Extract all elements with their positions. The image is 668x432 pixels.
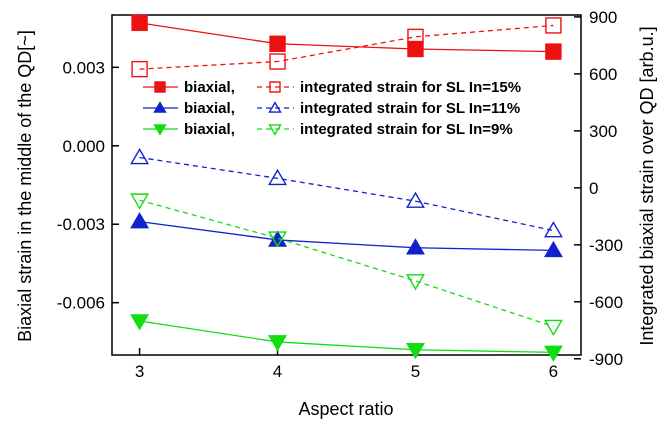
data-point [131,14,148,32]
x-tick-label: 4 [273,362,282,381]
data-point [407,40,424,58]
series-4 [130,314,563,362]
y-tick-label-right: 0 [589,179,598,198]
legend-marker-filled [154,81,166,93]
legend-marker-open [268,101,282,113]
series-2 [130,212,563,258]
data-point [543,319,563,336]
plot-frame [111,14,582,356]
data-point [543,221,563,238]
data-point [545,43,562,60]
series-1 [131,17,562,78]
series-line [139,199,554,328]
data-point [545,17,562,34]
y-tick-label-right: 600 [589,65,617,84]
y-tick-label-left: -0.003 [57,215,105,234]
legend-marker-open [269,81,281,93]
series-line [139,22,554,53]
data-point [268,335,287,352]
legend: biaxial, integrated strain for SL In=15%b… [143,79,521,138]
series-line [139,24,554,70]
legend-row-2: biaxial, integrated strain for SL In=9% [143,121,513,138]
data-point [268,231,287,248]
data-point [269,53,286,70]
x-tick-label: 6 [549,362,558,381]
legend-label-integrated: integrated strain for SL In=11% [300,100,520,117]
y-tick-label-left: -0.006 [57,294,105,313]
y-tick-label-right: -300 [589,236,623,255]
data-point [269,35,286,52]
data-point [406,274,425,291]
data-point [406,191,425,208]
data-point [406,342,425,360]
data-point [543,345,563,362]
legend-label-biaxial: biaxial, [184,79,235,96]
y-tick-label-right: 900 [589,8,617,27]
series-0 [131,14,562,60]
data-point [130,193,150,210]
legend-row-0: biaxial, integrated strain for SL In=15% [143,79,521,96]
y-axis-title-right: Integrated biaxial strain over QD [arb.u… [637,26,657,345]
y-tick-label-right: -900 [589,350,623,369]
data-point [130,147,150,165]
data-point [406,238,425,255]
x-axis-title: Aspect ratio [298,399,393,419]
legend-row-1: biaxial, integrated strain for SL In=11% [143,100,520,117]
series-line [139,156,554,232]
legend-marker-filled [153,101,167,113]
ticks: 3 4 5 6 -0.006 -0.003 0.000 0.003 -900 -600 -300 0 3… [57,8,623,381]
x-tick-label: 3 [135,362,144,381]
data-point [130,314,150,331]
data-point [130,212,150,229]
legend-marker-filled [153,124,167,136]
y-tick-label-right: 300 [589,122,617,141]
series-layer [130,14,563,362]
y-tick-label-right: -600 [589,293,623,312]
legend-label-biaxial: biaxial, [184,100,235,117]
series-3 [130,147,563,238]
legend-label-biaxial: biaxial, [184,121,235,138]
legend-marker-open [268,124,282,136]
data-point [131,60,148,78]
y-axis-title-left: Biaxial strain in the middle of the QD[~… [15,30,35,342]
data-point [268,168,287,186]
series-line [139,320,554,354]
legend-label-integrated: integrated strain for SL In=15% [300,79,521,96]
data-point [543,240,563,258]
y-tick-label-left: 0.003 [62,58,105,77]
x-tick-label: 5 [411,362,420,381]
series-5 [130,193,563,336]
data-point [407,28,424,46]
y-tick-label-left: 0.000 [62,137,105,156]
legend-label-integrated: integrated strain for SL In=9% [300,121,513,138]
series-line [139,220,554,252]
